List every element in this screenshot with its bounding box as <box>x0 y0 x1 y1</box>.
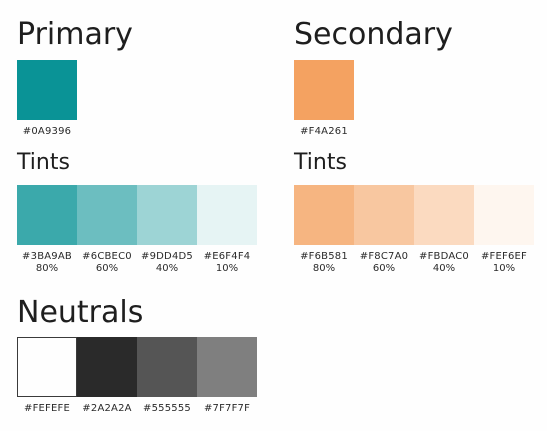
secondary-tint-swatch: #F6B581 80% <box>294 185 354 274</box>
neutrals-title: Neutrals <box>17 295 144 330</box>
primary-tint-chip <box>137 185 197 245</box>
secondary-tint-hex: #FEF6EF <box>480 251 528 262</box>
secondary-base-row: #F4A261 <box>294 60 354 137</box>
neutral-chip <box>17 337 77 397</box>
primary-tint-hex: #9DD4D5 <box>141 251 193 262</box>
secondary-tint-swatch: #F8C7A0 60% <box>354 185 414 274</box>
neutral-swatch: #FEFEFE <box>17 337 77 414</box>
primary-tint-swatch: #9DD4D5 40% <box>137 185 197 274</box>
primary-tint-swatch: #E6F4F4 10% <box>197 185 257 274</box>
secondary-tint-percent: 40% <box>432 263 456 274</box>
secondary-tint-hex: #F8C7A0 <box>359 251 409 262</box>
secondary-tint-hex: #FBDAC0 <box>419 251 469 262</box>
neutral-hex: #2A2A2A <box>82 403 132 414</box>
secondary-tint-chip <box>414 185 474 245</box>
secondary-tint-chip <box>294 185 354 245</box>
primary-tint-chip <box>77 185 137 245</box>
neutrals-row: #FEFEFE #2A2A2A #555555 #7F7F7F <box>17 337 257 414</box>
primary-tint-percent: 40% <box>155 263 179 274</box>
primary-base-hex: #0A9396 <box>22 126 72 137</box>
primary-base-row: #0A9396 <box>17 60 77 137</box>
neutral-chip <box>137 337 197 397</box>
neutral-swatch: #555555 <box>137 337 197 414</box>
secondary-tints-title: Tints <box>294 150 347 175</box>
primary-tint-percent: 80% <box>35 263 59 274</box>
secondary-tint-swatch: #FBDAC0 40% <box>414 185 474 274</box>
secondary-tint-percent: 80% <box>312 263 336 274</box>
neutral-swatch: #7F7F7F <box>197 337 257 414</box>
primary-tint-swatch: #6CBEC0 60% <box>77 185 137 274</box>
neutral-chip <box>197 337 257 397</box>
primary-tint-chip <box>197 185 257 245</box>
primary-title: Primary <box>17 17 133 52</box>
secondary-base-hex: #F4A261 <box>300 126 348 137</box>
secondary-tint-chip <box>354 185 414 245</box>
primary-base-chip <box>17 60 77 120</box>
primary-tint-percent: 60% <box>95 263 119 274</box>
neutral-swatch: #2A2A2A <box>77 337 137 414</box>
primary-tints-title: Tints <box>17 150 70 175</box>
primary-tint-hex: #3BA9AB <box>22 251 72 262</box>
primary-tint-swatch: #3BA9AB 80% <box>17 185 77 274</box>
secondary-base-swatch: #F4A261 <box>294 60 354 137</box>
secondary-title: Secondary <box>294 17 453 52</box>
secondary-tint-hex: #F6B581 <box>300 251 348 262</box>
neutral-hex: #FEFEFE <box>24 403 70 414</box>
primary-tints-row: #3BA9AB 80% #6CBEC0 60% #9DD4D5 40% #E6F… <box>17 185 257 274</box>
primary-tint-percent: 10% <box>215 263 239 274</box>
primary-tint-chip <box>17 185 77 245</box>
secondary-tint-percent: 60% <box>372 263 396 274</box>
secondary-base-chip <box>294 60 354 120</box>
primary-base-swatch: #0A9396 <box>17 60 77 137</box>
primary-tint-hex: #E6F4F4 <box>203 251 251 262</box>
secondary-tint-percent: 10% <box>492 263 516 274</box>
neutral-hex: #7F7F7F <box>203 403 251 414</box>
primary-tint-hex: #6CBEC0 <box>82 251 132 262</box>
neutral-hex: #555555 <box>143 403 191 414</box>
secondary-tints-row: #F6B581 80% #F8C7A0 60% #FBDAC0 40% #FEF… <box>294 185 534 274</box>
secondary-tint-swatch: #FEF6EF 10% <box>474 185 534 274</box>
secondary-tint-chip <box>474 185 534 245</box>
neutral-chip <box>77 337 137 397</box>
